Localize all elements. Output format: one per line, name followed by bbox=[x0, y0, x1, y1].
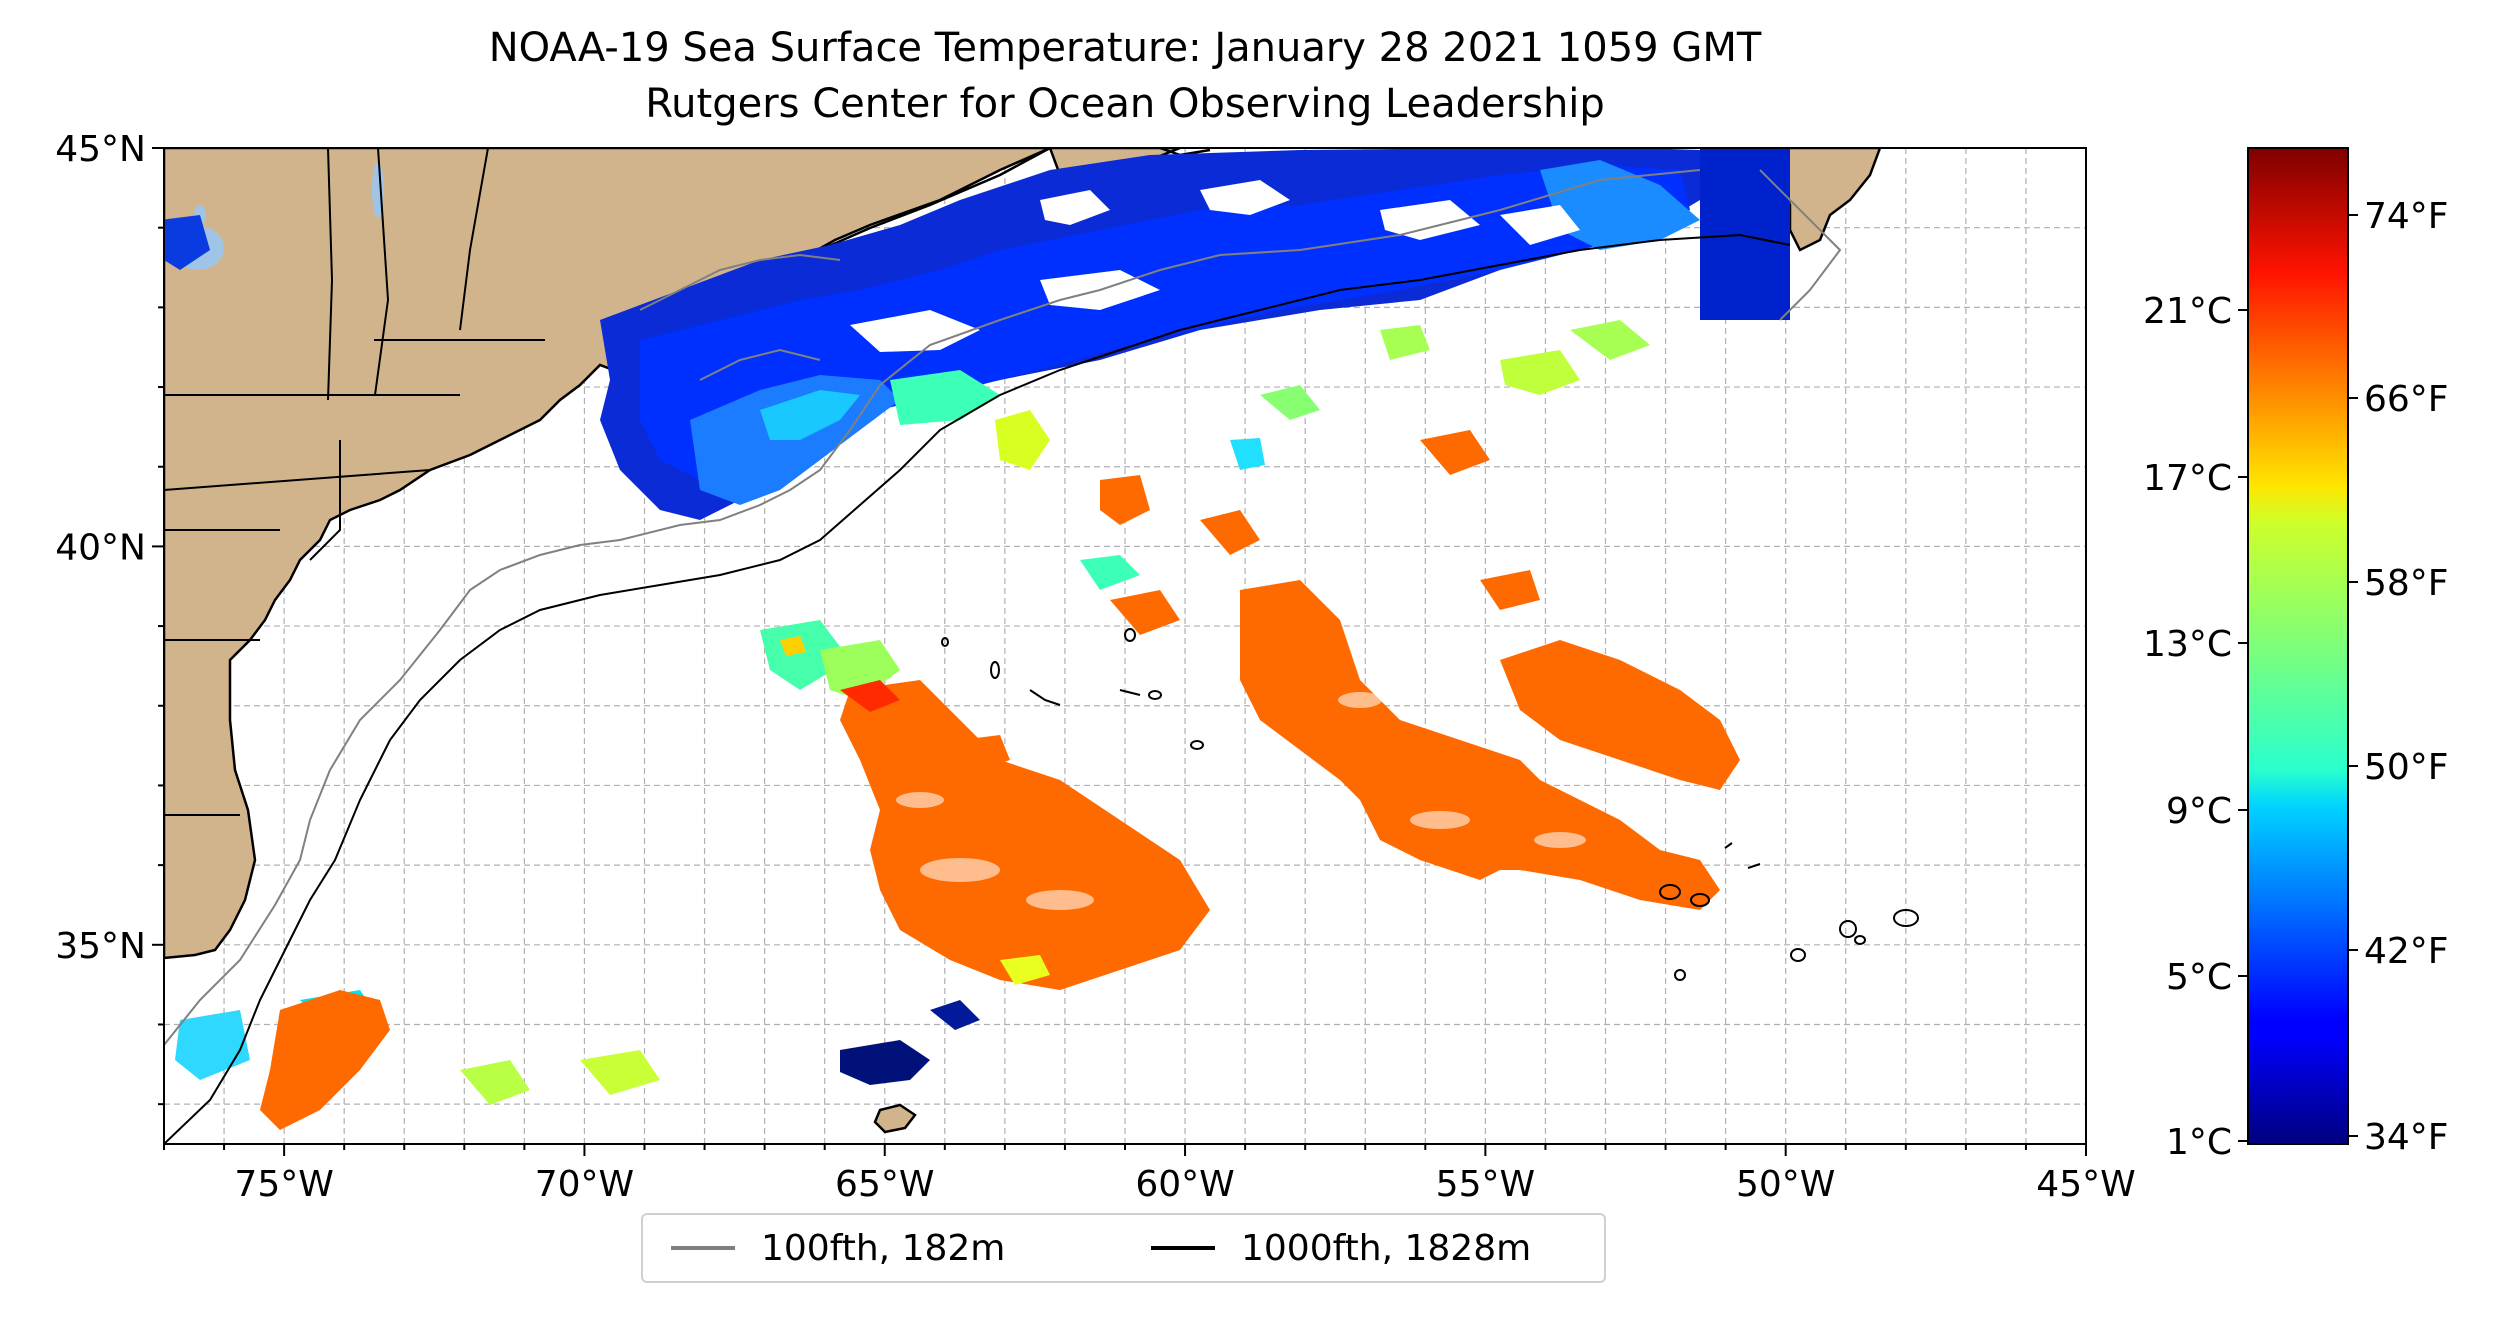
colorbar-fahrenheit-label: 42°F bbox=[2364, 931, 2449, 972]
lat-tick-label: 45°N bbox=[55, 129, 146, 170]
colorbar-celsius-label: 17°C bbox=[2143, 458, 2232, 499]
lat-tick-label: 40°N bbox=[55, 527, 146, 568]
colorbar-fahrenheit-label: 66°F bbox=[2364, 379, 2449, 420]
colorbar-fahrenheit-axis: 74°F 66°F 58°F 50°F 42°F 34°F bbox=[2348, 196, 2449, 1158]
lon-tick-label: 70°W bbox=[535, 1164, 634, 1205]
legend-label-100fth: 100fth, 182m bbox=[761, 1227, 1006, 1269]
state-borders bbox=[164, 148, 545, 816]
legend-swatch-gray-line bbox=[671, 1246, 735, 1250]
colorbar-celsius-label: 5°C bbox=[2166, 957, 2232, 998]
map-subtitle: Rutgers Center for Ocean Observing Leade… bbox=[645, 81, 1605, 127]
map-title: NOAA-19 Sea Surface Temperature: January… bbox=[488, 25, 1762, 71]
legend-item-100fth: 100fth, 182m bbox=[671, 1215, 1005, 1281]
colorbar-fahrenheit-label: 74°F bbox=[2364, 196, 2449, 237]
lon-tick-label: 65°W bbox=[835, 1164, 934, 1205]
colorbar-fahrenheit-label: 50°F bbox=[2364, 747, 2449, 788]
lon-tick-label: 75°W bbox=[234, 1164, 333, 1205]
lon-tick-label: 45°W bbox=[2036, 1164, 2135, 1205]
legend-label-1000fth: 1000fth, 1828m bbox=[1241, 1227, 1532, 1269]
colorbar-celsius-label: 1°C bbox=[2166, 1122, 2232, 1163]
colorbar-fahrenheit-label: 34°F bbox=[2364, 1117, 2449, 1158]
sst-warm-speckle bbox=[896, 692, 1586, 910]
colorbar-celsius-axis: 21°C 17°C 13°C 9°C 5°C 1°C bbox=[2143, 291, 2248, 1163]
legend-swatch-black-line bbox=[1151, 1246, 1215, 1250]
legend-item-1000fth: 1000fth, 1828m bbox=[1151, 1215, 1531, 1281]
colorbar bbox=[2247, 147, 2349, 1145]
isobath-100fth bbox=[164, 169, 1842, 1046]
colorbar-fahrenheit-label: 58°F bbox=[2364, 563, 2449, 604]
latitude-axis: 45°N 40°N 35°N bbox=[55, 129, 164, 1106]
colorbar-celsius-label: 9°C bbox=[2166, 791, 2232, 832]
sst-edge-accents bbox=[780, 636, 1050, 985]
lon-tick-label: 55°W bbox=[1436, 1164, 1535, 1205]
lon-tick-label: 50°W bbox=[1736, 1164, 1835, 1205]
map-area bbox=[164, 148, 2086, 1144]
longitude-axis: 75°W 70°W 65°W 60°W 55°W 50°W 45°W bbox=[163, 1144, 2136, 1205]
colorbar-celsius-label: 13°C bbox=[2143, 624, 2232, 665]
isobath-1000fth bbox=[164, 233, 1919, 1144]
colorbar-celsius-label: 21°C bbox=[2143, 291, 2232, 332]
lon-tick-label: 60°W bbox=[1135, 1164, 1234, 1205]
sst-warm-patches bbox=[260, 430, 1740, 1130]
map-legend: 100fth, 182m 1000fth, 1828m bbox=[641, 1213, 1606, 1283]
lat-tick-label: 35°N bbox=[55, 926, 146, 967]
